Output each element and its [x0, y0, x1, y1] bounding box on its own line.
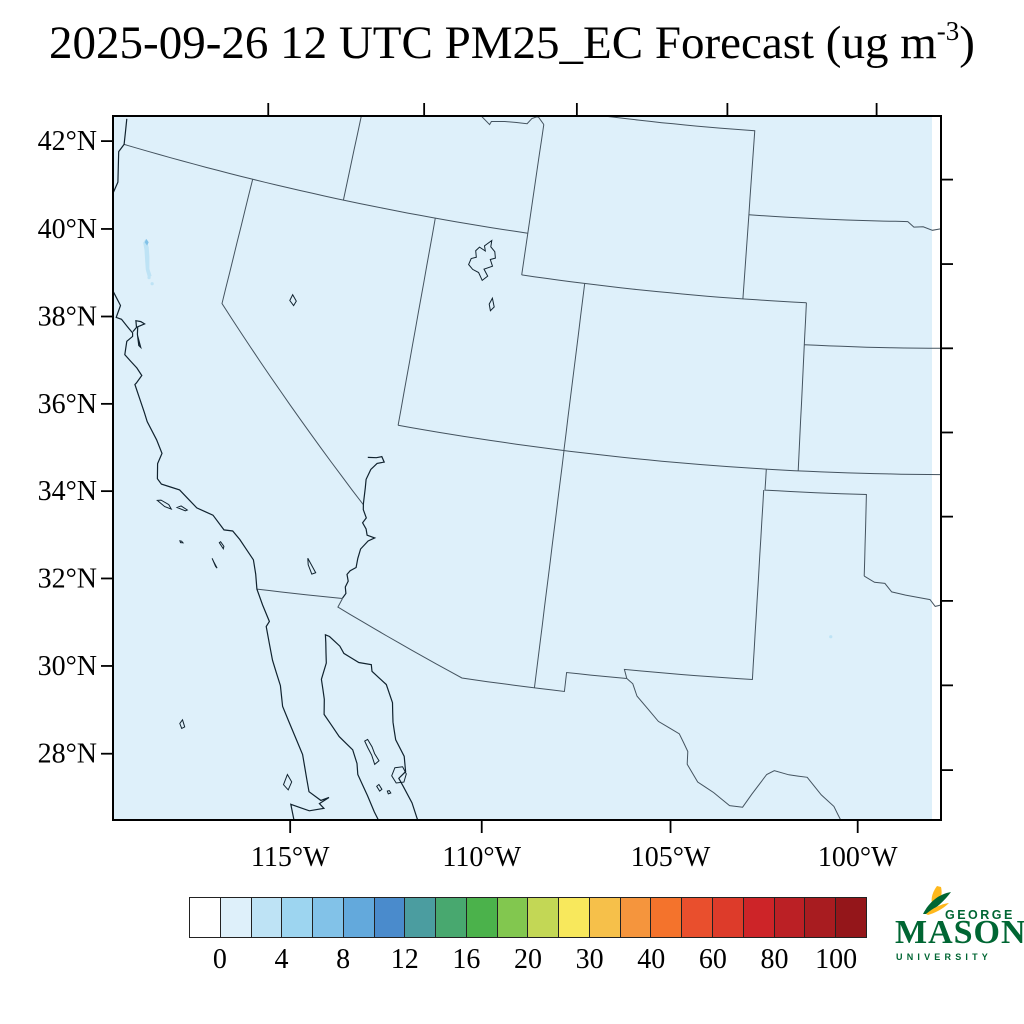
state-border — [804, 344, 941, 349]
state-border — [521, 274, 807, 304]
water-outline — [289, 293, 297, 307]
colorbar-cell — [374, 898, 406, 937]
title-close: ) — [959, 17, 975, 69]
colorbar-cell — [313, 898, 344, 937]
gmu-university-text: UNIVERSITY — [896, 952, 993, 962]
water-outline — [386, 790, 392, 795]
lon-tick-label: 105°W — [631, 842, 711, 873]
lat-tick-label: 36°N — [38, 389, 97, 420]
colorbar-cell — [405, 898, 437, 937]
state-border — [600, 116, 755, 132]
state-border — [221, 179, 364, 505]
lat-tick-label: 38°N — [38, 302, 97, 333]
nodata-strip — [932, 116, 941, 820]
colorbar-cell — [651, 898, 683, 937]
state-border — [533, 450, 565, 688]
page-title: 2025-09-26 12 UTC PM25_EC Forecast (ug m… — [0, 16, 1024, 70]
lat-tick-label: 40°N — [38, 214, 97, 245]
rio-grande-border — [626, 678, 842, 820]
colorbar-cell — [251, 898, 283, 937]
water-outline — [156, 499, 173, 511]
colorbar-cell — [743, 898, 775, 937]
water-outline — [307, 557, 317, 575]
colorbar-tick-label: 0 — [212, 944, 227, 975]
colorado-river — [342, 455, 386, 599]
lat-tick-label: 42°N — [38, 126, 97, 157]
colorbar-labels: 0 4 8 12 16 20 30 40 60 80 100 — [0, 944, 1024, 978]
colorbar-cell — [466, 898, 498, 937]
colorbar-cell — [436, 898, 467, 937]
state-border — [863, 575, 941, 607]
colorbar-tick-label: 100 — [815, 944, 858, 975]
water-outline — [488, 296, 495, 312]
colorbar-cell — [682, 898, 714, 937]
colorbar-cell — [497, 898, 529, 937]
water-outline — [211, 558, 218, 569]
colorbar-cell — [836, 898, 866, 937]
state-border — [256, 588, 343, 599]
state-border — [397, 218, 436, 426]
colorbar-tick-label: 12 — [390, 944, 419, 975]
state-border — [521, 124, 545, 275]
water-outline — [468, 239, 496, 282]
coastline — [113, 118, 330, 820]
water-outline — [364, 738, 380, 766]
title-exponent: -3 — [936, 16, 960, 46]
state-border — [123, 143, 528, 234]
colorbar-tick-label: 60 — [698, 944, 727, 975]
state-border — [337, 598, 627, 693]
state-border — [342, 116, 362, 201]
lon-tick-label: 110°W — [442, 842, 521, 873]
water-outline — [179, 718, 186, 730]
lat-tick-label: 30°N — [38, 651, 97, 682]
colorbar-cell — [589, 898, 621, 937]
colorbar-cell — [774, 898, 806, 937]
colorbar-cell — [559, 898, 590, 937]
state-border — [748, 214, 941, 231]
state-border — [764, 469, 867, 577]
colorbar-tick-label: 16 — [452, 944, 481, 975]
colorbar-tick-label: 30 — [575, 944, 604, 975]
lon-tick-label: 100°W — [818, 842, 898, 873]
water-outline — [282, 773, 293, 791]
water-outline — [218, 540, 225, 551]
colorbar-cell — [713, 898, 744, 937]
colorbar-cell — [620, 898, 652, 937]
map-frame — [112, 115, 942, 821]
gmu-flame-icon — [923, 886, 951, 915]
state-border — [563, 283, 586, 451]
colorbar-tick-label: 4 — [274, 944, 289, 975]
lat-tick-label: 28°N — [38, 739, 97, 770]
water-outline — [179, 540, 185, 544]
colorbar-cell — [282, 898, 314, 937]
title-main: 2025-09-26 12 UTC PM25_EC Forecast (ug m — [49, 17, 937, 69]
state-border — [398, 424, 941, 476]
lat-tick-label: 32°N — [38, 563, 97, 594]
lat-tick-label: 34°N — [38, 476, 97, 507]
colorbar — [189, 897, 867, 938]
gmu-logo: GEORGE MASON UNIVERSITY — [893, 884, 1024, 970]
colorbar-tick-label: 40 — [637, 944, 666, 975]
smoke-patch — [143, 239, 152, 279]
gmu-george-text: GEORGE — [945, 908, 1015, 922]
colorbar-cell — [220, 898, 252, 937]
colorbar-cell — [343, 898, 375, 937]
colorbar-cell — [805, 898, 837, 937]
coastline — [132, 319, 146, 350]
colorbar-tick-label: 8 — [336, 944, 351, 975]
water-outline — [376, 783, 383, 792]
state-border — [480, 116, 545, 126]
gmu-mason-text: MASON — [895, 914, 1024, 951]
lon-tick-label: 115°W — [251, 842, 330, 873]
state-border — [797, 302, 807, 471]
colorbar-tick-label: 80 — [760, 944, 789, 975]
colorbar-cell — [190, 898, 221, 937]
colorbar-cell — [528, 898, 560, 937]
colorbar-tick-label: 20 — [514, 944, 542, 975]
state-border — [623, 489, 765, 681]
water-outline — [175, 505, 189, 512]
water-outline — [391, 766, 407, 784]
